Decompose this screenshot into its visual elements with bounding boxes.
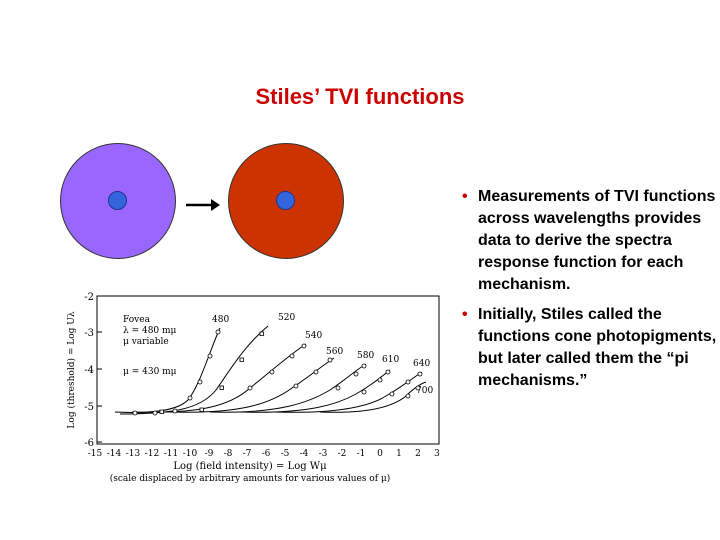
y-axis-label: Log (threshold) = Log Uλ (66, 311, 77, 428)
y-tick: -3 (84, 328, 94, 339)
plot-frame (96, 295, 440, 445)
y-tick: -6 (84, 438, 94, 449)
curve-label: 610 (382, 355, 399, 365)
x-tick: -11 (164, 449, 179, 459)
test-spot-right (276, 191, 295, 210)
legend-line: λ = 480 mμ (123, 326, 177, 336)
arrow-right-icon (186, 199, 220, 211)
curve-label: 540 (305, 331, 322, 341)
bullet-text-2: Initially, Stiles called the functions c… (478, 306, 717, 389)
x-tick: 2 (415, 449, 421, 459)
bullet-item-2: • Initially, Stiles called the functions… (462, 304, 718, 392)
x-axis-label: Log (field intensity) = Log Wμ (173, 461, 327, 472)
x-tick: -6 (262, 449, 271, 459)
data-markers (132, 329, 423, 416)
x-tick: -9 (205, 449, 214, 459)
x-tick: -8 (224, 449, 233, 459)
bullet-item-1: • Measurements of TVI functions across w… (462, 186, 718, 296)
x-tick: -2 (338, 449, 347, 459)
legend-line: μ variable (123, 337, 169, 347)
y-tick: -5 (84, 402, 94, 413)
x-tick: -15 (88, 449, 103, 459)
x-tick: -5 (281, 449, 290, 459)
y-tick: -2 (84, 292, 94, 303)
curve-label: 640 (413, 359, 430, 369)
x-tick: -13 (126, 449, 141, 459)
legend-line: Fovea (123, 315, 151, 325)
bullet-mark: • (462, 306, 468, 323)
tvi-figure: -2 -3 -4 -5 -6 -15 -14 -13 -12 -11 -10 -… (66, 292, 440, 484)
x-tick: 3 (434, 449, 440, 459)
x-tick: 1 (396, 449, 402, 459)
x-tick: -3 (319, 449, 328, 459)
x-tick: -1 (357, 449, 366, 459)
curve-label: 560 (326, 347, 343, 357)
x-tick: 0 (377, 449, 383, 459)
legend-line: μ = 430 mμ (123, 367, 177, 377)
curve-label: 700 (416, 386, 433, 396)
x-axis-note: (scale displaced by arbitrary amounts fo… (110, 473, 391, 484)
test-spot-left (108, 191, 127, 210)
curve-label: 580 (357, 351, 374, 361)
curve-label: 520 (278, 313, 295, 323)
x-tick: -4 (300, 449, 309, 459)
x-tick: -10 (183, 449, 198, 459)
x-tick: -7 (243, 449, 252, 459)
bullet-list: • Measurements of TVI functions across w… (462, 186, 718, 400)
bullet-text-1: Measurements of TVI functions across wav… (478, 188, 716, 293)
x-tick: -12 (145, 449, 160, 459)
bullet-mark: • (462, 188, 468, 205)
curve-label: 480 (212, 315, 229, 325)
y-tick: -4 (84, 365, 94, 376)
slide-title: Stiles’ TVI functions (255, 84, 465, 109)
x-tick: -14 (107, 449, 122, 459)
